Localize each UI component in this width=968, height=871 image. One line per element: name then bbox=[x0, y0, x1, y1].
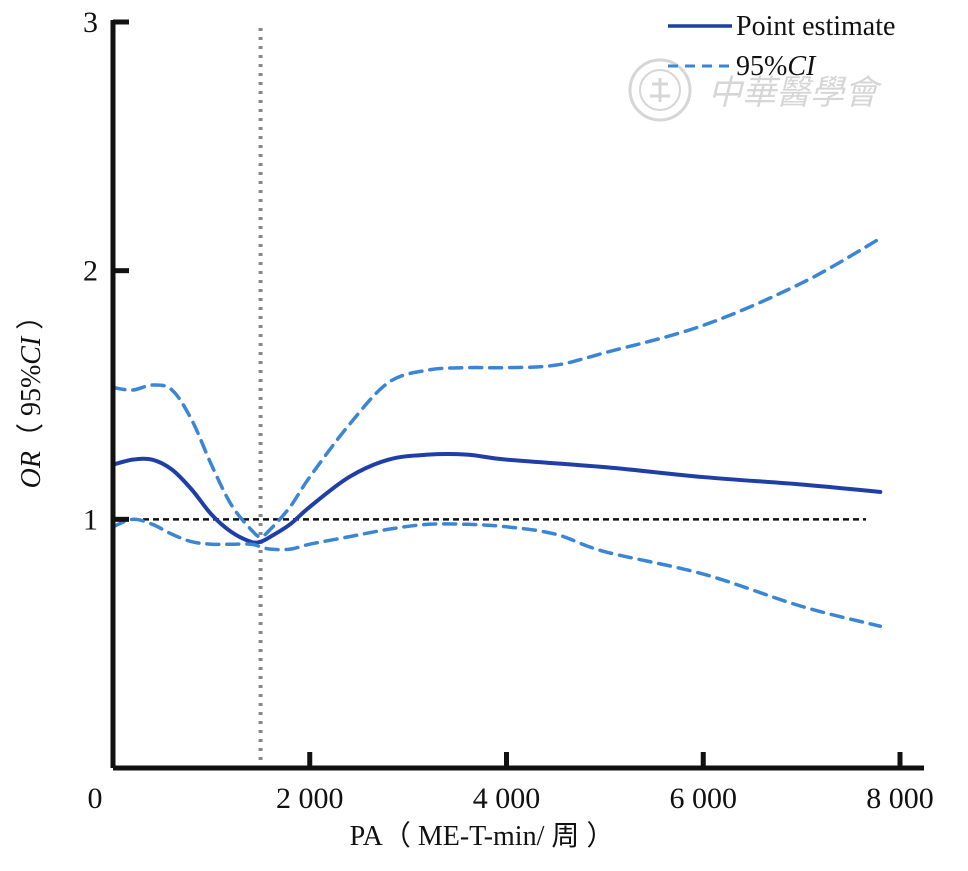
y-tick-label: 2 bbox=[83, 255, 98, 288]
legend-label-point: Point estimate bbox=[736, 11, 895, 42]
series-line-ci-upper bbox=[111, 236, 883, 539]
legend-label-ci-italic: CI bbox=[787, 51, 817, 82]
reference-lines bbox=[113, 28, 866, 766]
x-tick-label: 6 000 bbox=[670, 782, 738, 815]
y-axis-title-paren: （ 95% bbox=[15, 365, 47, 451]
watermark-text: 中華醫學會 bbox=[708, 73, 883, 113]
series-line-ci-lower bbox=[111, 517, 883, 629]
y-axis-title-or: OR bbox=[16, 451, 47, 488]
y-axis-title-ci: CI bbox=[16, 335, 47, 365]
x-tick-label: 4 000 bbox=[473, 782, 541, 815]
y-tick-label: 1 bbox=[83, 503, 98, 536]
series-lines bbox=[111, 236, 883, 629]
x-tick-label: 0 bbox=[88, 782, 103, 815]
watermark: 中華醫學會 bbox=[628, 58, 883, 122]
y-axis-title-end: ） bbox=[15, 302, 47, 337]
society-seal-icon bbox=[628, 58, 692, 122]
legend: Point estimate 95%CI bbox=[668, 11, 895, 82]
axis-ticks: 0 2 000 4 000 6 000 8 000 1 2 3 bbox=[83, 6, 934, 815]
y-tick-label: 3 bbox=[83, 6, 98, 39]
y-axis-title: OR（ 95%CI ） bbox=[15, 302, 47, 489]
x-tick-label: 2 000 bbox=[276, 782, 344, 815]
x-axis-title: PA（ ME-T-min/ 周 ） bbox=[350, 820, 615, 852]
x-tick-label: 8 000 bbox=[866, 782, 934, 815]
series-line-point bbox=[111, 452, 883, 545]
legend-label-ci: 95%CI bbox=[736, 51, 817, 82]
legend-label-ci-prefix: 95% bbox=[736, 51, 787, 82]
